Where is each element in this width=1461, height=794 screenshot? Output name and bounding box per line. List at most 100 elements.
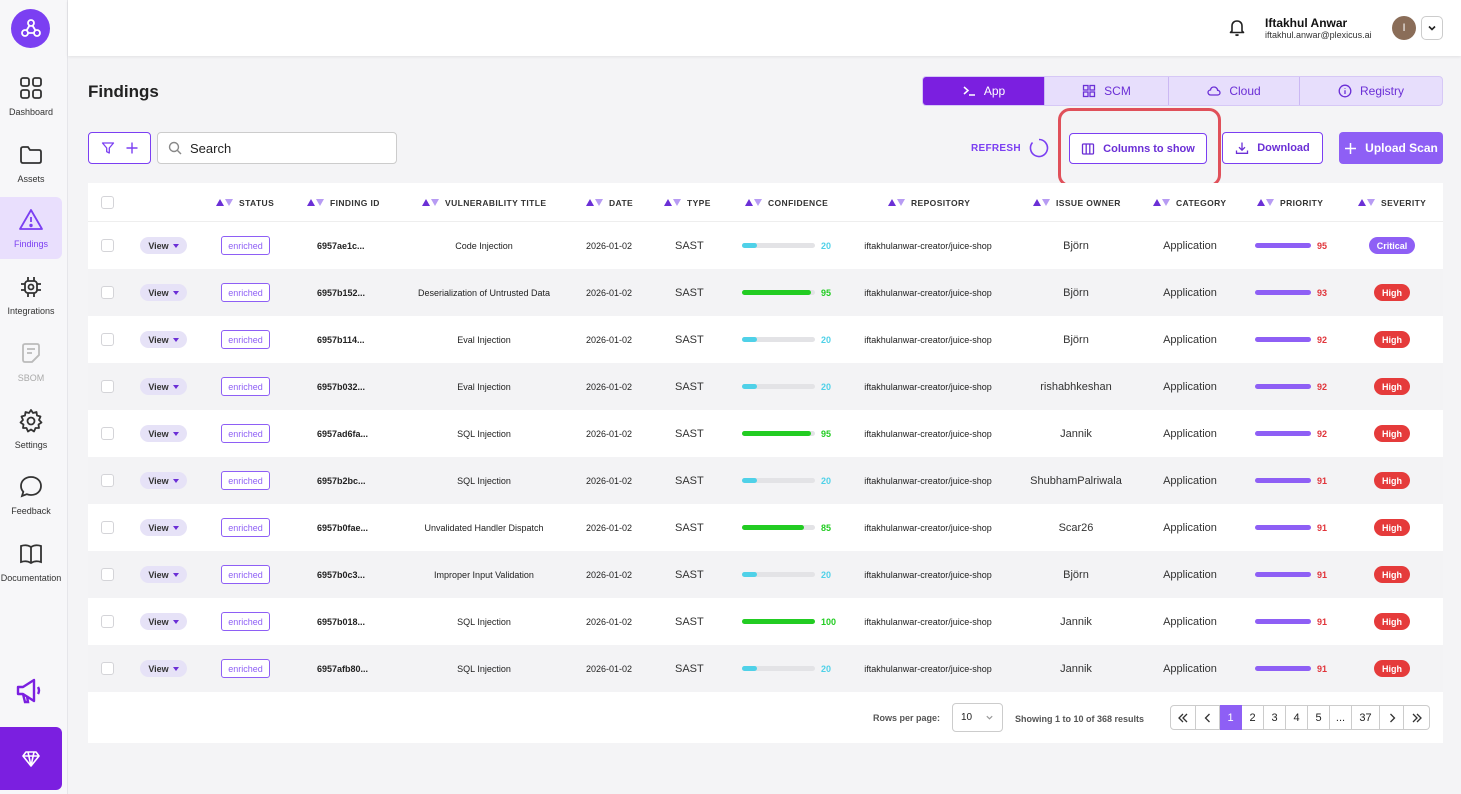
header-confidence[interactable]: CONFIDENCE (745, 183, 828, 222)
tab-app[interactable]: App (923, 77, 1044, 105)
premium-button[interactable] (0, 727, 62, 790)
header-vulnerability-title[interactable]: VULNERABILITY TITLE (422, 183, 546, 222)
view-button[interactable]: View (140, 566, 187, 583)
prev-page-button[interactable] (1196, 705, 1220, 730)
sidebar-item-integrations[interactable]: Integrations (0, 264, 62, 326)
user-menu-toggle[interactable] (1421, 16, 1443, 40)
view-button[interactable]: View (140, 519, 187, 536)
view-button[interactable]: View (140, 472, 187, 489)
sidebar-item-dashboard[interactable]: Dashboard (0, 65, 62, 127)
view-button[interactable]: View (140, 425, 187, 442)
page-button[interactable]: 37 (1352, 705, 1380, 730)
header-repository[interactable]: REPOSITORY (888, 183, 970, 222)
sidebar-item-documentation[interactable]: Documentation (0, 531, 62, 593)
first-page-button[interactable] (1170, 705, 1196, 730)
header-issue-owner[interactable]: ISSUE OWNER (1033, 183, 1121, 222)
table-row[interactable]: View enriched 6957b2bc... SQL Injection 2026… (88, 457, 1443, 504)
confidence: 20 (742, 551, 842, 598)
row-checkbox[interactable] (101, 551, 121, 598)
issue-owner: Björn (1063, 333, 1089, 346)
avatar[interactable]: I (1392, 16, 1416, 40)
sidebar-item-feedback[interactable]: Feedback (0, 464, 62, 526)
last-page-button[interactable] (1404, 705, 1430, 730)
row-checkbox[interactable] (101, 645, 121, 692)
tab-label: SCM (1104, 84, 1131, 98)
page-button[interactable]: 2 (1242, 705, 1264, 730)
row-checkbox[interactable] (101, 222, 121, 269)
repository: iftakhulanwar-creator/juice-shop (864, 475, 992, 486)
table-row[interactable]: View enriched 6957b032... Eval Injection 202… (88, 363, 1443, 410)
table-row[interactable]: View enriched 6957b0fae... Unvalidated Hand… (88, 504, 1443, 551)
table-row[interactable]: View enriched 6957afb80... SQL Injection 202… (88, 645, 1443, 692)
tab-scm[interactable]: SCM (1044, 77, 1168, 105)
sidebar-item-assets[interactable]: Assets (0, 132, 62, 194)
finding-id: 6957afb80... (317, 663, 369, 674)
sidebar-item-sbom[interactable]: SBOM (0, 331, 62, 393)
select-all-checkbox[interactable] (101, 183, 114, 222)
table-row[interactable]: View enriched 6957b152... Deserialization o… (88, 269, 1443, 316)
row-checkbox[interactable] (101, 269, 121, 316)
header-priority[interactable]: PRIORITY (1257, 183, 1323, 222)
header-date[interactable]: DATE (586, 183, 633, 222)
rows-per-page-label: Rows per page: (873, 713, 941, 723)
repository: iftakhulanwar-creator/juice-shop (864, 240, 992, 251)
header-category[interactable]: CATEGORY (1153, 183, 1226, 222)
severity-cell: High (1358, 316, 1426, 363)
view-button-cell: View (140, 598, 190, 645)
severity-cell: Critical (1358, 222, 1426, 269)
search-input[interactable] (190, 140, 390, 156)
download-button[interactable]: Download (1222, 132, 1323, 164)
rows-per-page-select[interactable]: 10 (952, 703, 1003, 732)
header-status[interactable]: STATUS (216, 183, 274, 222)
view-button[interactable]: View (140, 331, 187, 348)
header-severity[interactable]: SEVERITY (1358, 183, 1426, 222)
priority-bar (1255, 666, 1311, 671)
priority: 92 (1255, 410, 1335, 457)
row-checkbox[interactable] (101, 410, 121, 457)
terminal-icon (963, 86, 975, 96)
columns-to-show-button[interactable]: Columns to show (1069, 133, 1207, 164)
row-checkbox[interactable] (101, 598, 121, 645)
row-checkbox[interactable] (101, 316, 121, 363)
bell-icon[interactable] (1227, 17, 1247, 37)
header-finding-id[interactable]: FINDING ID (307, 183, 380, 222)
view-button[interactable]: View (140, 237, 187, 254)
row-checkbox[interactable] (101, 504, 121, 551)
plexicus-logo[interactable] (11, 9, 50, 48)
page-button[interactable]: 5 (1308, 705, 1330, 730)
severity-cell: High (1358, 598, 1426, 645)
megaphone-icon[interactable] (14, 676, 44, 706)
refresh-button[interactable]: REFRESH (971, 138, 1049, 158)
next-page-button[interactable] (1380, 705, 1404, 730)
header-type[interactable]: TYPE (664, 183, 711, 222)
priority-bar (1255, 243, 1311, 248)
severity-badge: High (1374, 331, 1410, 348)
page-button[interactable]: 3 (1264, 705, 1286, 730)
row-checkbox[interactable] (101, 457, 121, 504)
sidebar-item-settings[interactable]: Settings (0, 398, 62, 460)
table-row[interactable]: View enriched 6957ae1c... Code Injection 202… (88, 222, 1443, 269)
tab-cloud[interactable]: Cloud (1168, 77, 1299, 105)
table-row[interactable]: View enriched 6957b0c3... Improper Input Va… (88, 551, 1443, 598)
view-button[interactable]: View (140, 660, 187, 677)
tab-registry[interactable]: Registry (1299, 77, 1442, 105)
upload-scan-button[interactable]: Upload Scan (1339, 132, 1443, 164)
status-badge: enriched (221, 330, 270, 349)
view-button[interactable]: View (140, 613, 187, 630)
sidebar-item-findings[interactable]: Findings (0, 197, 62, 259)
view-button[interactable]: View (140, 284, 187, 301)
confidence-bar-fill (742, 243, 757, 248)
row-checkbox[interactable] (101, 363, 121, 410)
severity-cell: High (1358, 410, 1426, 457)
table-row[interactable]: View enriched 6957b114... Eval Injection 202… (88, 316, 1443, 363)
page-button[interactable]: 1 (1220, 705, 1242, 730)
confidence-bar-fill (742, 290, 811, 295)
add-filter-button[interactable] (88, 132, 151, 164)
repository: iftakhulanwar-creator/juice-shop (864, 522, 992, 533)
table-row[interactable]: View enriched 6957b018... SQL Injection 2026… (88, 598, 1443, 645)
category: Application (1163, 615, 1217, 628)
view-button[interactable]: View (140, 378, 187, 395)
table-row[interactable]: View enriched 6957ad6fa... SQL Injection 202… (88, 410, 1443, 457)
page-ellipsis[interactable]: ... (1330, 705, 1352, 730)
page-button[interactable]: 4 (1286, 705, 1308, 730)
